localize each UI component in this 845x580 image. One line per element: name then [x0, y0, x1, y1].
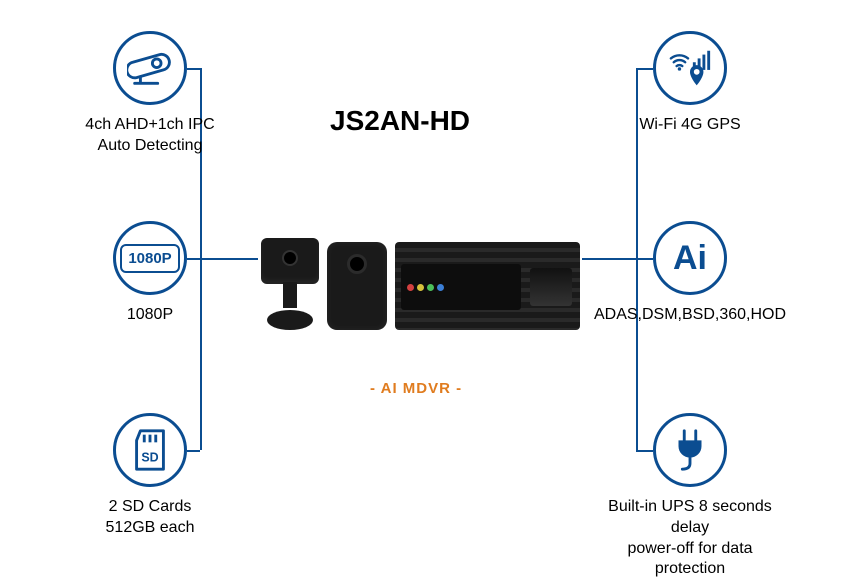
feature-conn: Wi-Fi 4G GPS: [600, 31, 780, 136]
feature-camera: 4ch AHD+1ch IPC Auto Detecting: [60, 31, 240, 157]
camera-icon: [127, 45, 173, 91]
feature-icon-circle: Ai: [653, 221, 727, 295]
feature-icon-circle: [113, 31, 187, 105]
feature-icon-circle: SD: [113, 413, 187, 487]
feature-label: 1080P: [127, 305, 173, 326]
feature-res: 1080P 1080P: [60, 221, 240, 326]
feature-label: 2 SD Cards 512GB each: [106, 497, 195, 539]
feature-label: Wi-Fi 4G GPS: [639, 115, 740, 136]
wifi-gps-icon: [667, 45, 713, 91]
feature-label: ADAS,DSM,BSD,360,HOD: [594, 305, 786, 326]
product-subtitle: - AI MDVR -: [370, 380, 462, 397]
resolution-badge-icon: 1080P: [120, 244, 179, 273]
ai-icon: Ai: [673, 239, 707, 278]
feature-sd: SD 2 SD Cards 512GB each: [60, 413, 240, 539]
dvr-unit-graphic: [395, 242, 580, 330]
sd-card-icon: SD: [127, 427, 173, 473]
feature-ai: AiADAS,DSM,BSD,360,HOD: [600, 221, 780, 326]
svg-text:SD: SD: [141, 451, 158, 465]
feature-icon-circle: [653, 31, 727, 105]
feature-label: 4ch AHD+1ch IPC Auto Detecting: [85, 115, 214, 157]
feature-icon-circle: 1080P: [113, 221, 187, 295]
camera-stand-graphic: [261, 238, 319, 330]
feature-icon-circle: [653, 413, 727, 487]
feature-ups: Built-in UPS 8 seconds delay power-off f…: [600, 413, 780, 580]
feature-label: Built-in UPS 8 seconds delay power-off f…: [600, 497, 780, 580]
product-title: JS2AN-HD: [330, 105, 470, 137]
product-image-area: [255, 180, 585, 330]
power-plug-icon: [667, 427, 713, 473]
camera-flat-graphic: [327, 242, 387, 330]
